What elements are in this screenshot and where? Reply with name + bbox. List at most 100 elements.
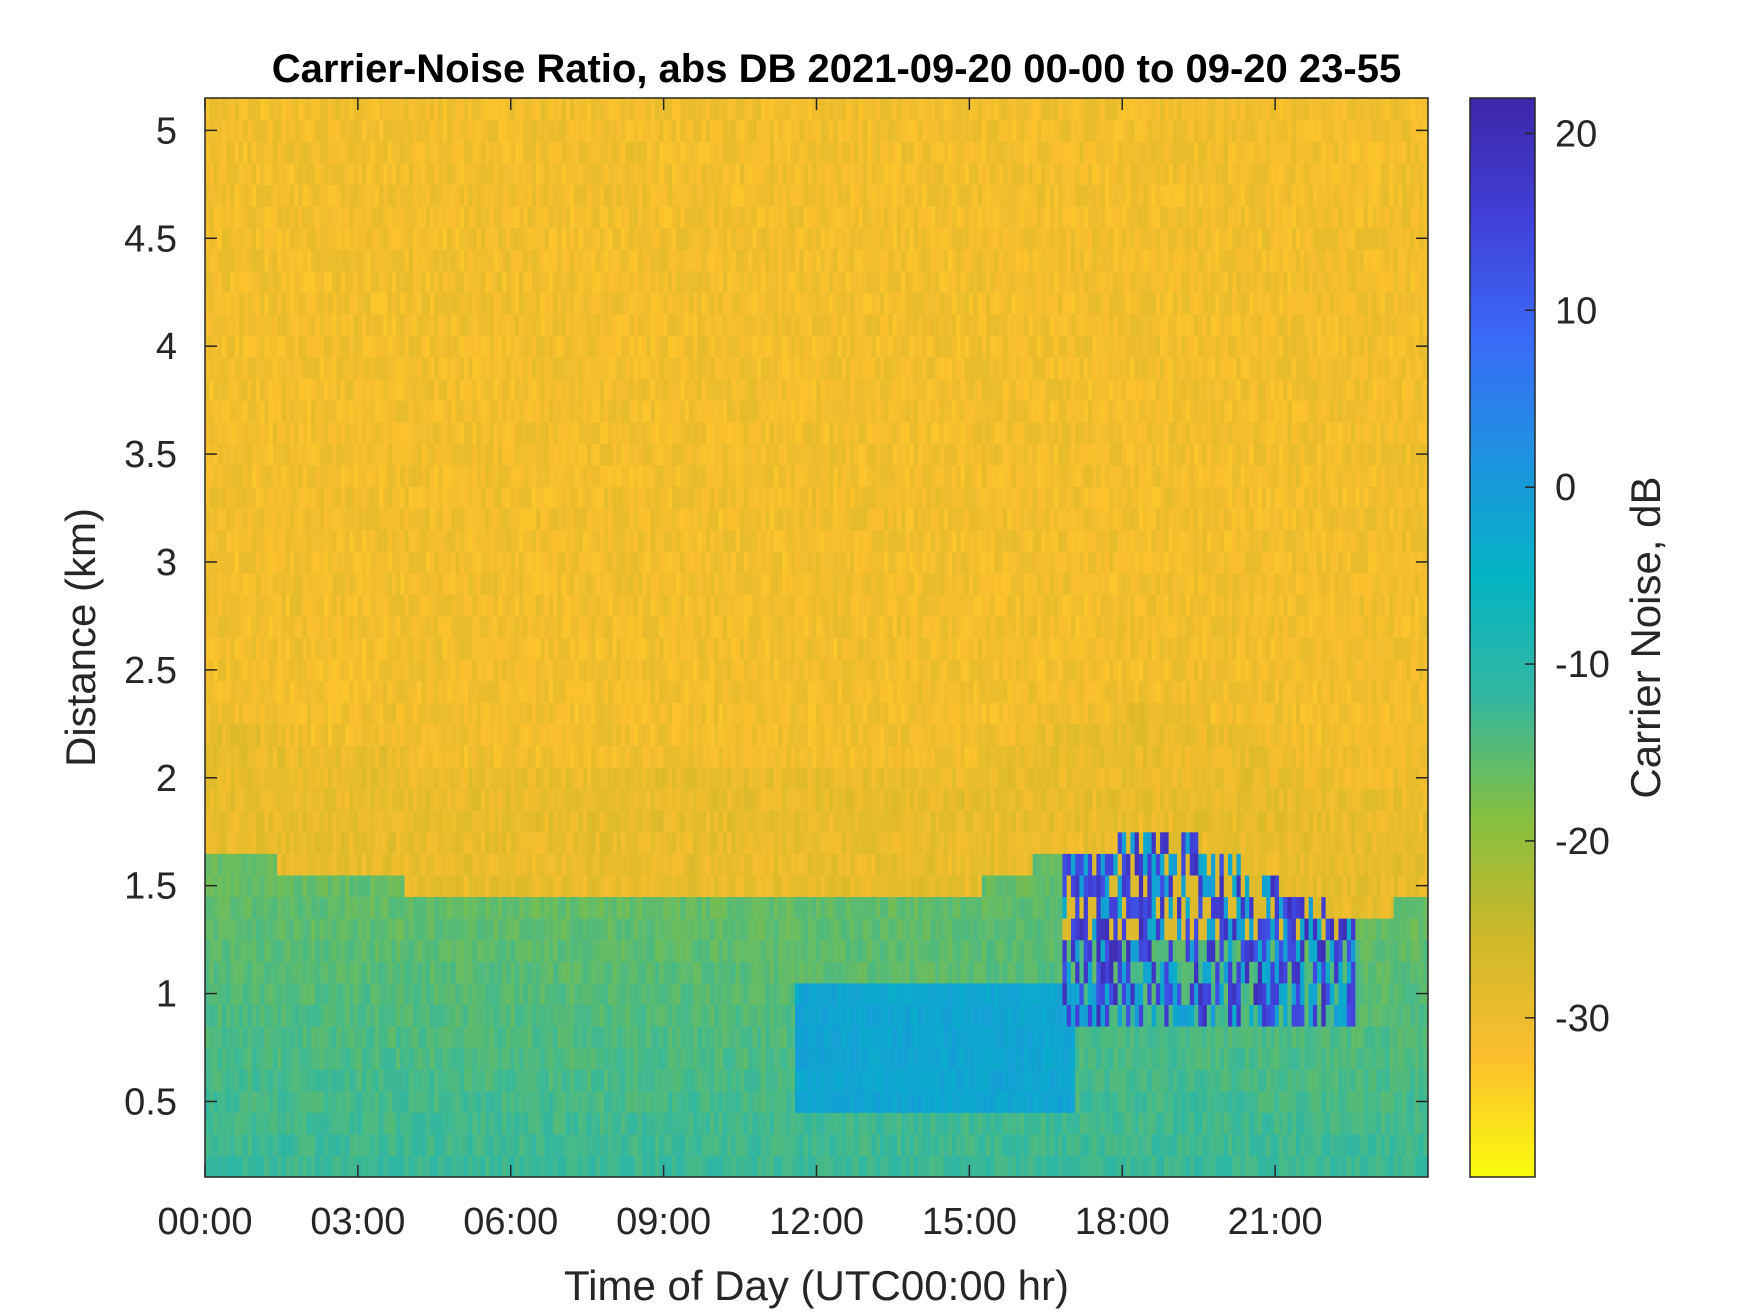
heatmap-cell: [519, 723, 524, 746]
heatmap-cell: [608, 788, 614, 811]
heatmap-cell: [544, 551, 550, 574]
heatmap-cell: [570, 702, 575, 725]
heatmap-cell: [234, 918, 240, 941]
heatmap-cell: [548, 853, 554, 876]
heatmap-cell: [281, 141, 287, 164]
heatmap-cell: [238, 1004, 244, 1027]
heatmap-cell: [230, 766, 236, 790]
heatmap-cell: [404, 702, 410, 725]
heatmap-cell: [353, 529, 359, 552]
heatmap-cell: [523, 141, 529, 164]
heatmap-cell: [340, 659, 346, 682]
heatmap-cell: [404, 356, 410, 380]
heatmap-cell: [587, 529, 592, 552]
heatmap-cell: [544, 378, 550, 401]
heatmap-cell: [485, 551, 490, 574]
heatmap-cell: [230, 551, 236, 574]
heatmap-cell: [442, 810, 448, 833]
heatmap-cell: [557, 529, 563, 552]
heatmap-cell: [366, 464, 372, 488]
heatmap-cell: [561, 659, 567, 682]
heatmap-cell: [544, 1069, 550, 1092]
heatmap-cell: [557, 896, 563, 919]
heatmap-cell: [604, 1004, 609, 1027]
heatmap-cell: [353, 615, 359, 639]
heatmap-cell: [604, 1025, 609, 1049]
heatmap-cell: [379, 615, 384, 639]
heatmap-cell: [400, 766, 406, 790]
heatmap-cell: [599, 529, 605, 552]
heatmap-cell: [502, 810, 507, 833]
heatmap-cell: [247, 421, 253, 444]
heatmap-cell: [366, 745, 372, 768]
heatmap-cell: [502, 356, 507, 380]
heatmap-cell: [557, 702, 563, 725]
heatmap-cell: [357, 637, 363, 660]
heatmap-cell: [217, 723, 223, 746]
heatmap-cell: [438, 1025, 444, 1049]
heatmap-cell: [226, 1047, 232, 1070]
heatmap-cell: [234, 184, 240, 207]
heatmap-cell: [362, 831, 367, 854]
heatmap-cell: [319, 594, 325, 617]
heatmap-cell: [374, 227, 380, 250]
heatmap-cell: [561, 572, 567, 595]
heatmap-cell: [434, 939, 440, 962]
heatmap-cell: [421, 745, 427, 768]
heatmap-cell: [468, 98, 474, 121]
heatmap-cell: [574, 184, 580, 207]
heatmap-cell: [472, 551, 478, 574]
heatmap-cell: [459, 874, 465, 898]
heatmap-cell: [502, 702, 507, 725]
heatmap-cell: [387, 529, 393, 552]
heatmap-cell: [205, 723, 210, 746]
heatmap-cell: [374, 400, 380, 423]
heatmap-cell: [429, 162, 435, 185]
heatmap-cell: [434, 356, 440, 380]
heatmap-cell: [353, 313, 359, 336]
heatmap-cell: [328, 1112, 333, 1135]
heatmap-cell: [366, 831, 372, 854]
heatmap-cell: [264, 788, 270, 811]
heatmap-cell: [625, 896, 631, 919]
heatmap-cell: [544, 853, 550, 876]
heatmap-cell: [442, 1069, 448, 1092]
heatmap-cell: [485, 270, 490, 293]
heatmap-cell: [557, 810, 563, 833]
heatmap-cell: [281, 853, 287, 876]
heatmap-cell: [408, 313, 414, 336]
heatmap-cell: [340, 400, 346, 423]
heatmap-cell: [357, 486, 363, 509]
heatmap-cell: [226, 205, 232, 229]
heatmap-cell: [519, 896, 524, 919]
heatmap-cell: [272, 1133, 278, 1157]
heatmap-cell: [332, 615, 338, 639]
heatmap-cell: [502, 1025, 507, 1049]
heatmap-cell: [404, 486, 410, 509]
heatmap-cell: [311, 896, 316, 919]
heatmap-cell: [396, 680, 401, 703]
heatmap-cell: [277, 529, 282, 552]
heatmap-cell: [226, 98, 232, 121]
heatmap-cell: [459, 421, 465, 444]
heatmap-cell: [362, 508, 367, 531]
heatmap-cell: [260, 1112, 266, 1135]
heatmap-cell: [565, 788, 571, 811]
heatmap-cell: [268, 594, 274, 617]
heatmap-cell: [548, 723, 554, 746]
heatmap-cell: [319, 205, 325, 229]
heatmap-cell: [226, 378, 232, 401]
heatmap-cell: [353, 723, 359, 746]
heatmap-cell: [379, 205, 384, 229]
heatmap-cell: [587, 594, 592, 617]
heatmap-cell: [587, 421, 592, 444]
heatmap-cell: [264, 659, 270, 682]
heatmap-cell: [493, 162, 499, 185]
heatmap-cell: [226, 292, 232, 315]
heatmap-cell: [502, 529, 507, 552]
heatmap-cell: [277, 141, 282, 164]
heatmap-cell: [417, 443, 423, 466]
heatmap-cell: [417, 594, 423, 617]
heatmap-cell: [281, 98, 287, 121]
heatmap-cell: [451, 508, 457, 531]
